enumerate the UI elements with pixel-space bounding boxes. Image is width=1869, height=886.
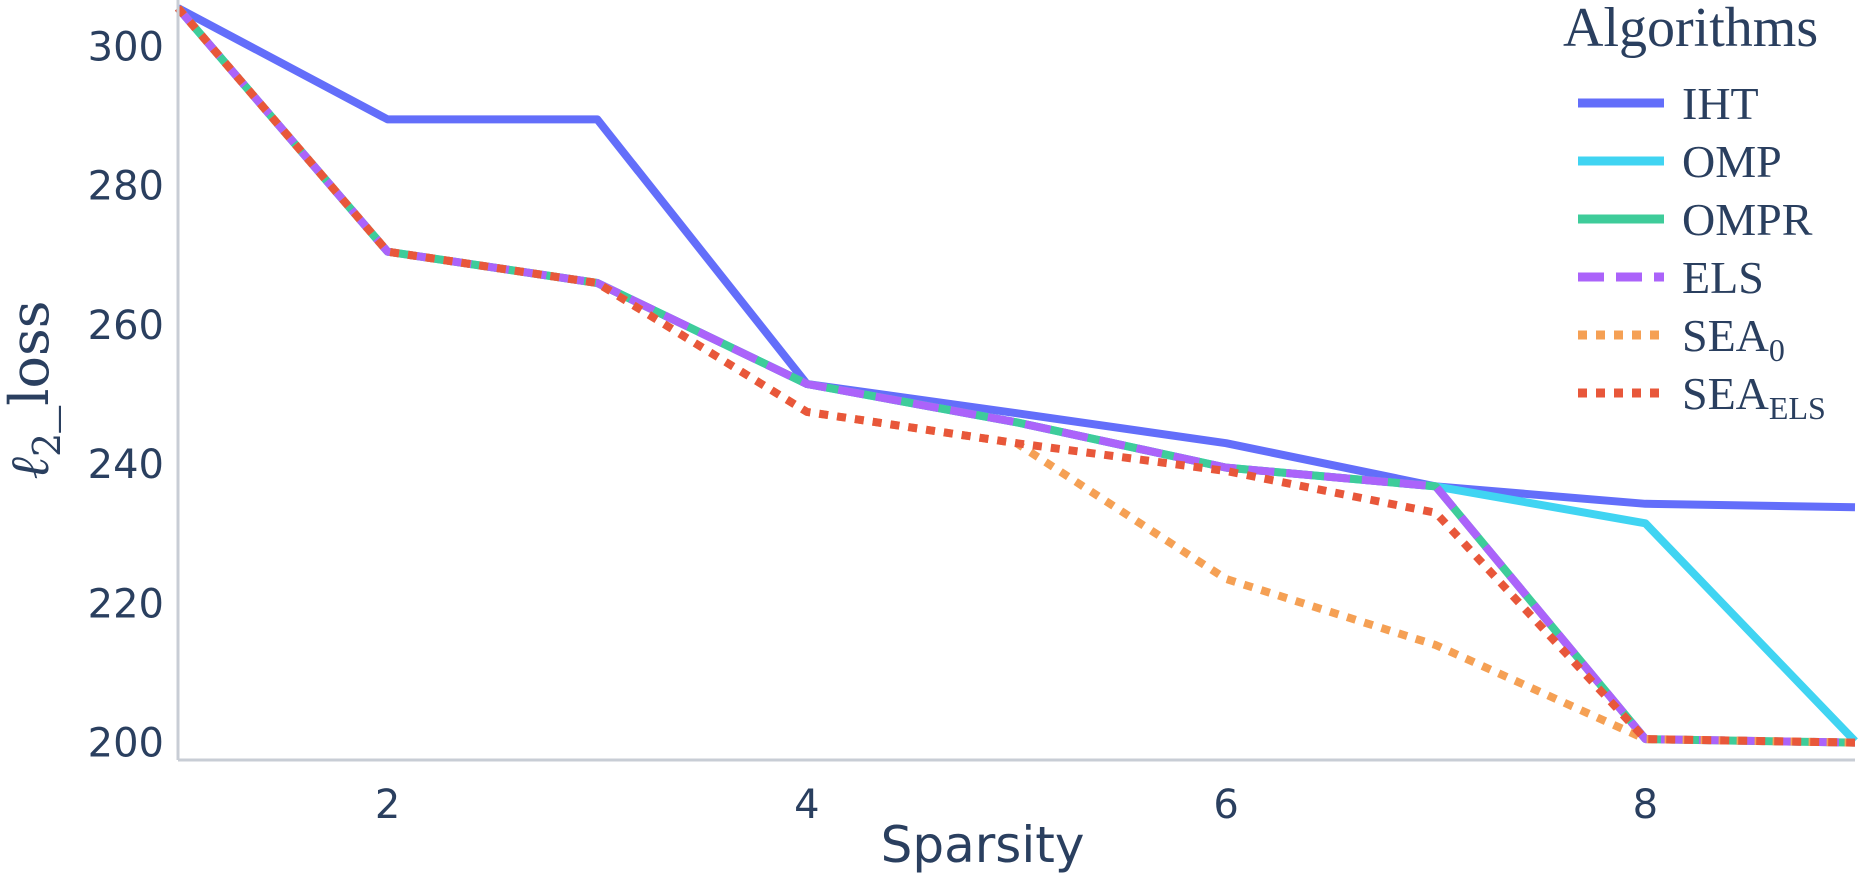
axes: 200 220 240 260 280 300 2 4 6 8 Sparsity ℓ2_loss: [0, 0, 1855, 874]
series-line-els: [174, 5, 1856, 747]
legend-label: OMPR: [1682, 194, 1813, 245]
plot-lines: [174, 4, 1858, 747]
y-tick-label: 220: [88, 581, 164, 627]
y-tick-label: 200: [88, 721, 164, 767]
y-tick-label: 300: [88, 24, 164, 70]
legend-item: ELS: [1578, 252, 1764, 303]
legend-item: SEA0: [1578, 310, 1785, 368]
legend-label: OMP: [1682, 136, 1782, 187]
y-tick-label: 280: [88, 164, 164, 210]
legend-item: SEAELS: [1578, 368, 1826, 426]
x-tick-label: 4: [794, 782, 819, 828]
y-tick-label: 240: [88, 442, 164, 488]
legend-item: IHT: [1578, 78, 1759, 129]
x-tick-label: 8: [1633, 782, 1658, 828]
x-tick-label: 2: [375, 782, 400, 828]
x-tick-label: 6: [1213, 782, 1238, 828]
y-tick-label: 260: [88, 303, 164, 349]
y-axis-title: ℓ2_loss: [0, 301, 69, 480]
legend-label: SEAELS: [1682, 368, 1826, 426]
legend-title: Algorithms: [1563, 0, 1818, 59]
legend-label: ELS: [1682, 252, 1764, 303]
series-line-seaels: [174, 5, 1856, 747]
legend-label: SEA0: [1682, 310, 1785, 368]
legend-label: IHT: [1682, 78, 1759, 129]
legend-item: OMPR: [1578, 194, 1813, 245]
legend-item: OMP: [1578, 136, 1782, 187]
x-axis-title: Sparsity: [881, 816, 1085, 874]
series-line-iht: [176, 4, 1856, 512]
